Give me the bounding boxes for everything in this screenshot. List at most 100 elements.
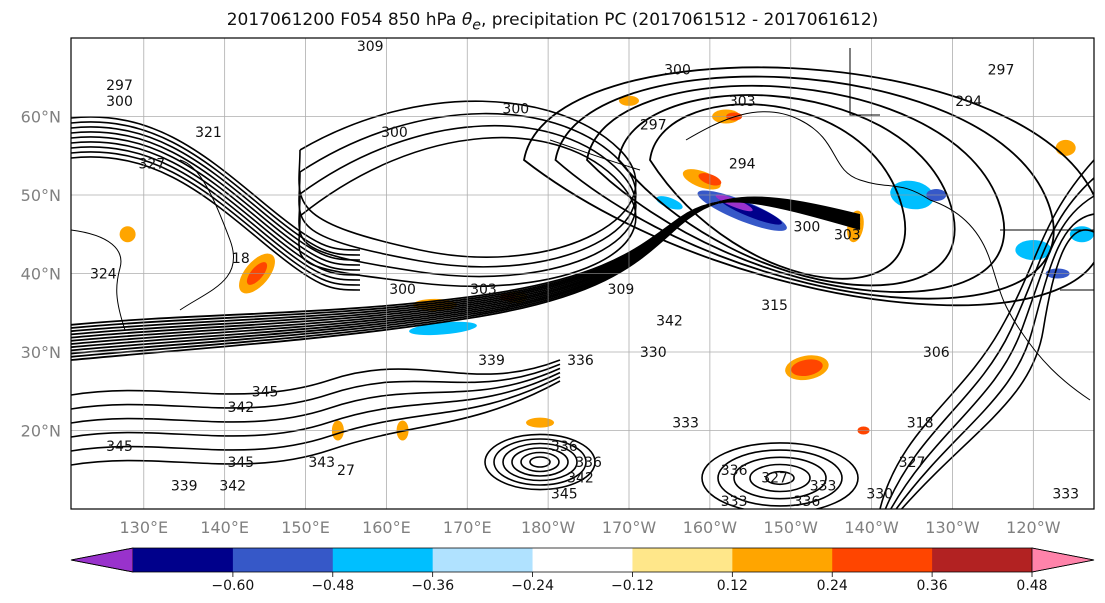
contour-label: 300 bbox=[502, 102, 529, 118]
contour-label: 318 bbox=[907, 416, 934, 432]
contour-line bbox=[749, 463, 811, 493]
contour-label: 330 bbox=[640, 345, 667, 361]
contour-line bbox=[71, 131, 361, 266]
precip-blob bbox=[119, 226, 136, 243]
colorbar-segment bbox=[732, 548, 833, 572]
contour-line bbox=[298, 124, 637, 278]
contour-line bbox=[884, 177, 1094, 509]
contour-line bbox=[529, 456, 551, 468]
lon-label: 130°E bbox=[119, 518, 168, 537]
contour-labels: 3092973003213273003003003032972942942973… bbox=[90, 39, 1079, 509]
contour-label: 18 bbox=[232, 251, 250, 267]
contour-line bbox=[298, 136, 637, 287]
contour-line bbox=[71, 371, 561, 438]
coastline-segment bbox=[71, 229, 126, 331]
contour-label: 309 bbox=[357, 39, 384, 55]
contour-line bbox=[71, 136, 361, 271]
contour-label: 324 bbox=[90, 267, 117, 283]
contour-label: 345 bbox=[252, 384, 279, 400]
contour-line bbox=[520, 451, 560, 473]
contour-line bbox=[71, 363, 561, 410]
theta-e-contours bbox=[71, 66, 1094, 509]
contour-line bbox=[649, 103, 907, 280]
contour-label: 333 bbox=[1052, 486, 1079, 502]
contour-label: 300 bbox=[389, 282, 416, 298]
contour-label: 339 bbox=[171, 478, 198, 494]
contour-label: 327 bbox=[899, 455, 926, 471]
contour-line bbox=[298, 100, 637, 258]
contour-label: 336 bbox=[575, 455, 602, 471]
contour-line bbox=[617, 94, 956, 287]
contour-line bbox=[71, 380, 561, 466]
precip-blob bbox=[526, 417, 555, 428]
contour-label: 345 bbox=[227, 455, 254, 471]
colorbar-segment bbox=[432, 548, 534, 572]
precip-blob bbox=[656, 196, 683, 210]
precip-blob bbox=[715, 194, 753, 212]
colorbar-tick-label: 0.12 bbox=[717, 578, 748, 594]
contour-line bbox=[71, 156, 361, 291]
contour-line bbox=[502, 442, 578, 482]
contour-label: 339 bbox=[478, 353, 505, 369]
contour-line bbox=[879, 159, 1094, 509]
latitude-labels: 60°N 50°N 40°N 30°N 20°N bbox=[21, 108, 61, 441]
contour-line bbox=[71, 116, 361, 251]
lon-label: 130°W bbox=[925, 518, 980, 537]
contour-label: 300 bbox=[381, 125, 408, 141]
coastline-segment bbox=[929, 199, 1091, 401]
contour-line bbox=[717, 449, 843, 507]
lon-label: 120°W bbox=[1006, 518, 1061, 537]
contour-label: 300 bbox=[106, 94, 133, 110]
contour-line bbox=[71, 146, 361, 281]
title-theta-subscript: e bbox=[472, 17, 481, 34]
lon-label: 170°W bbox=[602, 518, 657, 537]
contour-label: 336 bbox=[721, 463, 748, 479]
contour-label: 342 bbox=[567, 471, 594, 487]
contour-line bbox=[71, 376, 561, 452]
contour-label: 345 bbox=[106, 439, 133, 455]
coastline-segment bbox=[849, 48, 880, 116]
colorbar-tick-label: 0.24 bbox=[817, 578, 848, 594]
map-plot-area: 3092973003213273003003003032972942942973… bbox=[71, 38, 1094, 509]
contour-label: 297 bbox=[988, 62, 1015, 78]
contour-label: 343 bbox=[308, 455, 335, 471]
colorbar-segment bbox=[832, 548, 933, 572]
lon-label: 150°W bbox=[764, 518, 819, 537]
contour-label: 333 bbox=[810, 478, 837, 494]
contour-line bbox=[511, 447, 569, 477]
contour-line bbox=[71, 151, 361, 286]
contour-label: 300 bbox=[664, 62, 691, 78]
contour-label: 303 bbox=[729, 94, 756, 110]
lon-label: 160°E bbox=[362, 518, 411, 537]
contour-label: 342 bbox=[219, 478, 246, 494]
colorbar-tick-label: −0.36 bbox=[411, 578, 454, 594]
contour-label: 342 bbox=[656, 314, 683, 330]
contour-line bbox=[298, 112, 637, 268]
contour-label: 294 bbox=[955, 94, 982, 110]
colorbar-tick-label: −0.12 bbox=[611, 578, 654, 594]
contour-line bbox=[586, 84, 1006, 293]
contour-label: 327 bbox=[139, 157, 166, 173]
contour-line bbox=[765, 470, 795, 486]
map-frame bbox=[70, 37, 1095, 510]
colorbar-segment bbox=[332, 548, 434, 572]
colorbar-tick-label: −0.48 bbox=[311, 578, 354, 594]
lon-label: 160°W bbox=[683, 518, 738, 537]
contour-label: 333 bbox=[672, 416, 699, 432]
colorbar-tick-label: 0.48 bbox=[1016, 578, 1047, 594]
contour-line bbox=[484, 433, 596, 491]
contour-line bbox=[733, 456, 827, 500]
lon-label: 140°E bbox=[200, 518, 249, 537]
contour-line bbox=[71, 200, 861, 326]
lat-label: 20°N bbox=[21, 422, 61, 441]
contour-line bbox=[71, 359, 561, 396]
longitude-labels: 130°E 140°E 150°E 160°E 170°E 180°W 170°W 160°W… bbox=[119, 518, 1060, 537]
lon-label: 150°E bbox=[281, 518, 330, 537]
contour-line bbox=[523, 66, 1094, 307]
contour-label: 303 bbox=[470, 282, 497, 298]
contour-label: 321 bbox=[195, 125, 222, 141]
contour-line bbox=[493, 438, 587, 486]
contour-label: 342 bbox=[227, 400, 254, 416]
lat-label: 30°N bbox=[21, 343, 61, 362]
